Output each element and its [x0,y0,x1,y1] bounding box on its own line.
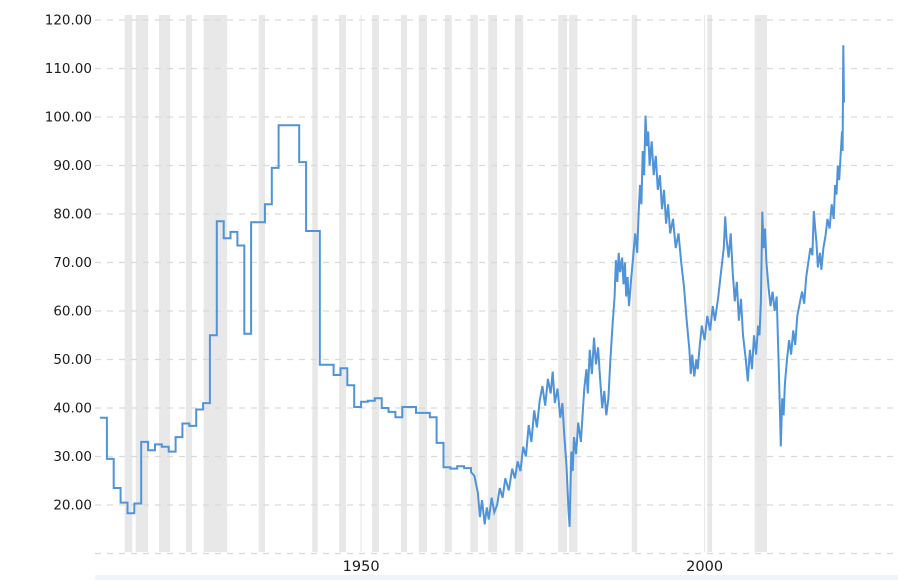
y-axis-label: 80.00 [53,207,92,223]
y-axis-label: 110.00 [45,61,92,77]
recession-band [470,15,478,552]
y-axis-label: 40.00 [53,401,92,417]
recession-band [418,15,427,552]
recession-band [339,15,346,552]
y-axis-label: 70.00 [53,255,92,271]
x-axis-label: 2000 [686,559,723,575]
recession-band [514,15,524,552]
recession-band [159,15,171,552]
y-axis-label: 90.00 [53,158,92,174]
ratio-series-line [100,45,845,527]
recession-band [203,15,228,552]
recession-band [258,15,265,552]
recession-band [135,15,149,552]
y-axis-label: 120.00 [45,13,92,29]
recession-band [312,15,318,552]
recession-band [400,15,408,552]
recession-band [558,15,568,552]
recession-band [444,15,452,552]
y-axis-label: 60.00 [53,304,92,320]
y-axis-label: 30.00 [53,449,92,465]
recession-band [372,15,379,552]
recession-band [707,15,713,552]
x-axis-label: 1950 [343,559,380,575]
recession-band [488,15,498,552]
recession-band [185,15,193,552]
recession-band [631,15,638,552]
y-axis-label: 50.00 [53,352,92,368]
recession-band [569,15,578,552]
footer-strip [95,575,898,580]
y-axis-label: 100.00 [45,110,92,126]
y-axis-label: 20.00 [53,498,92,514]
recession-band [124,15,133,552]
